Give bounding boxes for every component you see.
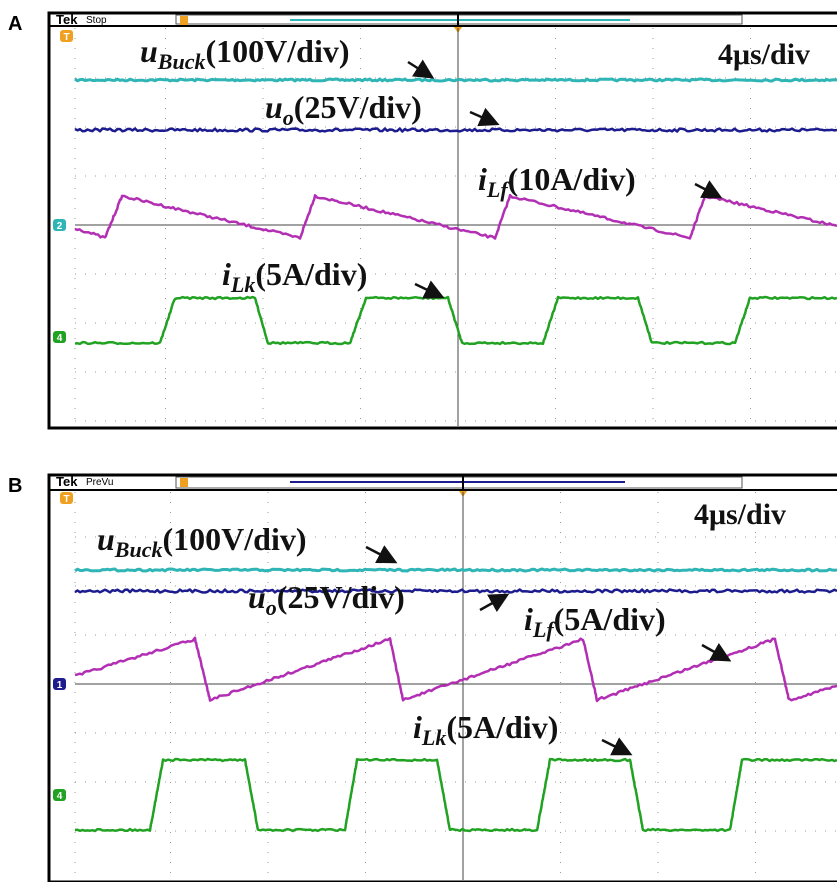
symbol: u (265, 89, 283, 125)
subscript: Lf (486, 177, 510, 202)
scale: (5A/div) (554, 601, 666, 637)
page: {"panels": [ {"label": "A", "brand": "Te… (0, 0, 837, 882)
brand: Tek (56, 12, 78, 27)
subscript: Buck (157, 49, 206, 74)
status: PreVu (86, 477, 113, 488)
status: Stop (86, 15, 107, 26)
screen-frame (49, 13, 837, 428)
symbol: i (222, 256, 231, 292)
channel-marker-label: 1 (57, 680, 63, 691)
channel-marker-label: T (63, 494, 69, 505)
panel-label: B (8, 475, 22, 497)
channel-marker-label: 4 (57, 333, 63, 344)
subscript: o (283, 105, 294, 130)
scale: (10A/div) (508, 161, 636, 197)
scale: (100V/div) (205, 33, 349, 69)
figure: ATekStopT244μs/divuBuck(100V/div)uo(25V/… (0, 0, 837, 882)
symbol: u (248, 579, 266, 615)
scale: (100V/div) (162, 521, 306, 557)
waveform (75, 569, 837, 571)
channel-marker-label: T (63, 32, 69, 43)
subscript: o (266, 595, 277, 620)
symbol: u (97, 521, 115, 557)
subscript: Lf (532, 617, 556, 642)
channel-marker-label: 2 (57, 221, 63, 232)
subscript: Lk (421, 725, 446, 750)
timebase: 4μs/div (694, 498, 786, 531)
symbol: u (140, 33, 158, 69)
scale: (25V/div) (277, 579, 405, 615)
scale: (5A/div) (255, 256, 367, 292)
subscript: Lk (230, 272, 255, 297)
panel-label: A (8, 13, 22, 35)
symbol: i (524, 601, 533, 637)
timebase: 4μs/div (718, 38, 810, 71)
scale: (5A/div) (446, 709, 558, 745)
scale: (25V/div) (294, 89, 422, 125)
trigger-pos (180, 478, 188, 487)
waveform (75, 79, 837, 81)
channel-marker-label: 4 (57, 791, 63, 802)
trigger-pos (180, 16, 188, 25)
brand: Tek (56, 474, 78, 489)
symbol: i (413, 709, 422, 745)
symbol: i (478, 161, 487, 197)
subscript: Buck (114, 537, 163, 562)
